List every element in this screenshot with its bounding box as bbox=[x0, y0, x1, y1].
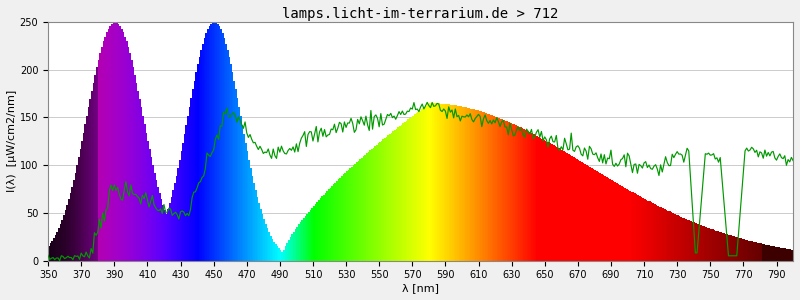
Y-axis label: I(λ)  [µW/cm2/nm]: I(λ) [µW/cm2/nm] bbox=[7, 90, 17, 193]
Title: lamps.licht-im-terrarium.de > 712: lamps.licht-im-terrarium.de > 712 bbox=[282, 7, 558, 21]
X-axis label: λ [nm]: λ [nm] bbox=[402, 283, 439, 293]
